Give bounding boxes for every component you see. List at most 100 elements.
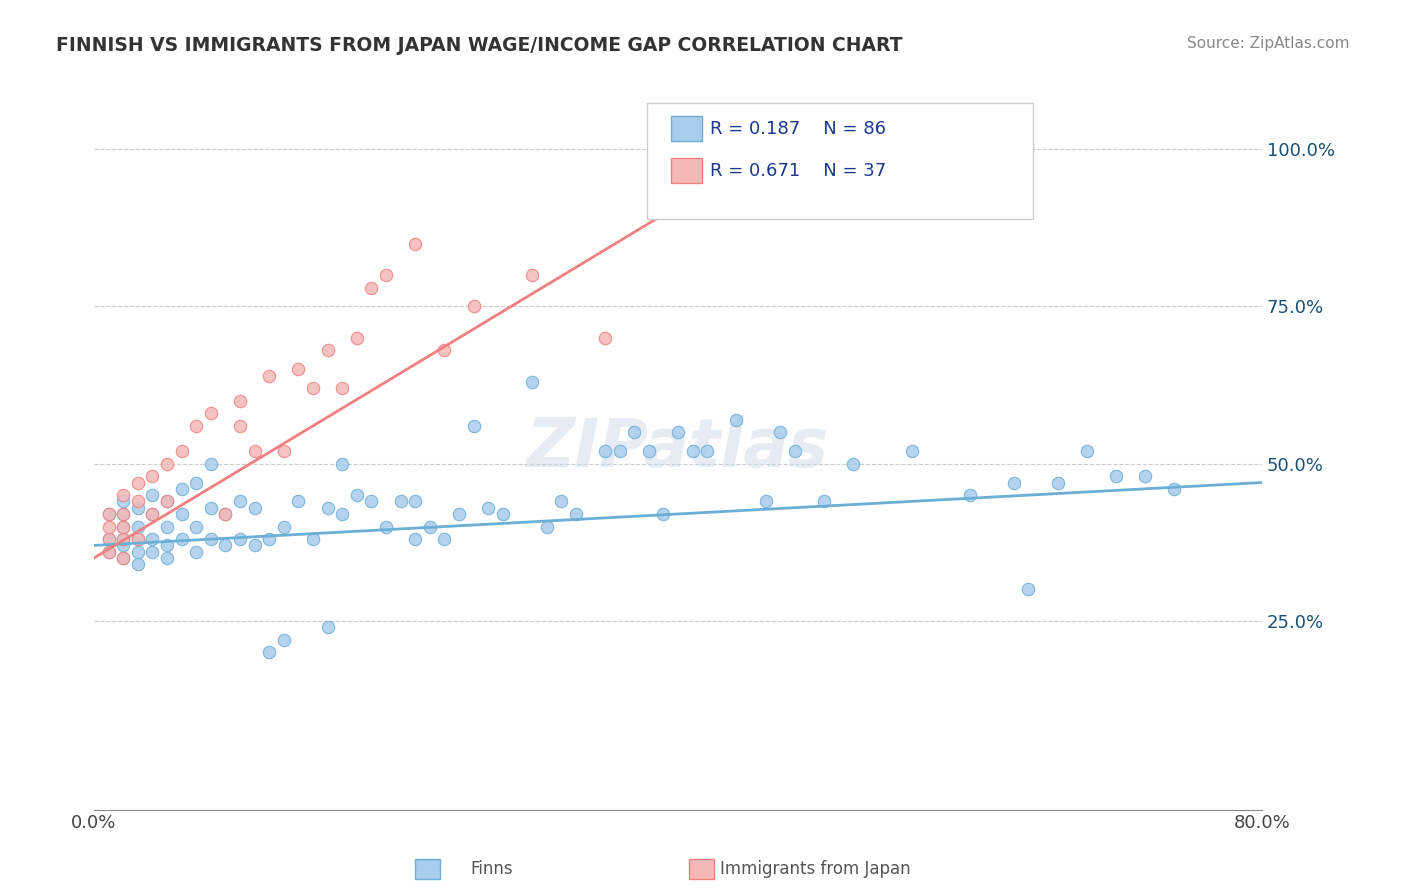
Point	[330, 381, 353, 395]
Point	[273, 444, 295, 458]
Point	[127, 545, 149, 559]
Point	[374, 519, 396, 533]
Point	[127, 500, 149, 515]
Point	[170, 482, 193, 496]
Point	[112, 538, 135, 552]
Point	[477, 500, 499, 515]
Point	[229, 419, 252, 434]
Point	[783, 444, 806, 458]
Point	[112, 519, 135, 533]
Point	[550, 494, 572, 508]
Point	[302, 381, 325, 395]
Point	[184, 519, 207, 533]
Point	[141, 488, 163, 502]
Point	[184, 475, 207, 490]
Point	[200, 406, 222, 420]
Text: Immigrants from Japan: Immigrants from Japan	[720, 860, 911, 878]
Point	[97, 532, 120, 546]
Point	[229, 494, 252, 508]
Point	[127, 494, 149, 508]
Point	[316, 343, 339, 358]
Point	[112, 551, 135, 566]
Point	[156, 457, 179, 471]
Point	[682, 444, 704, 458]
Point	[1163, 482, 1185, 496]
Point	[156, 494, 179, 508]
Point	[593, 331, 616, 345]
Point	[141, 507, 163, 521]
Point	[127, 558, 149, 572]
Text: Finns: Finns	[471, 860, 513, 878]
Point	[900, 444, 922, 458]
Point	[127, 532, 149, 546]
Point	[156, 519, 179, 533]
Point	[127, 532, 149, 546]
Point	[302, 532, 325, 546]
Point	[609, 444, 631, 458]
Point	[156, 494, 179, 508]
Point	[257, 532, 280, 546]
Point	[214, 538, 236, 552]
Point	[1133, 469, 1156, 483]
Point	[229, 532, 252, 546]
Point	[141, 532, 163, 546]
Point	[463, 300, 485, 314]
Point	[112, 551, 135, 566]
Point	[97, 545, 120, 559]
Point	[419, 519, 441, 533]
Point	[112, 488, 135, 502]
Point	[97, 507, 120, 521]
Point	[330, 507, 353, 521]
Point	[287, 494, 309, 508]
Point	[243, 444, 266, 458]
Point	[112, 532, 135, 546]
Point	[112, 532, 135, 546]
Point	[243, 538, 266, 552]
Point	[346, 488, 368, 502]
Point	[257, 645, 280, 659]
Point	[156, 551, 179, 566]
Point	[141, 545, 163, 559]
Text: R = 0.187    N = 86: R = 0.187 N = 86	[710, 120, 886, 138]
Point	[404, 236, 426, 251]
Point	[287, 362, 309, 376]
Point	[1105, 469, 1128, 483]
Point	[360, 494, 382, 508]
Point	[112, 494, 135, 508]
Point	[112, 519, 135, 533]
Point	[257, 368, 280, 383]
Point	[813, 494, 835, 508]
Point	[564, 507, 586, 521]
Text: ZIPatlas: ZIPatlas	[527, 415, 830, 481]
Point	[492, 507, 515, 521]
Point	[184, 545, 207, 559]
Point	[156, 538, 179, 552]
Point	[696, 444, 718, 458]
Point	[243, 500, 266, 515]
Point	[273, 519, 295, 533]
Point	[200, 500, 222, 515]
Point	[593, 444, 616, 458]
Point	[330, 457, 353, 471]
Point	[200, 457, 222, 471]
Point	[754, 494, 776, 508]
Point	[97, 519, 120, 533]
Point	[184, 419, 207, 434]
Point	[170, 532, 193, 546]
Point	[112, 507, 135, 521]
Point	[214, 507, 236, 521]
Point	[214, 507, 236, 521]
Point	[666, 425, 689, 440]
Point	[141, 507, 163, 521]
Point	[141, 469, 163, 483]
Point	[652, 507, 675, 521]
Point	[520, 375, 543, 389]
Point	[433, 343, 456, 358]
Point	[170, 507, 193, 521]
Point	[725, 412, 748, 426]
Point	[463, 419, 485, 434]
Point	[433, 532, 456, 546]
Point	[637, 444, 659, 458]
Point	[97, 532, 120, 546]
Point	[1046, 475, 1069, 490]
